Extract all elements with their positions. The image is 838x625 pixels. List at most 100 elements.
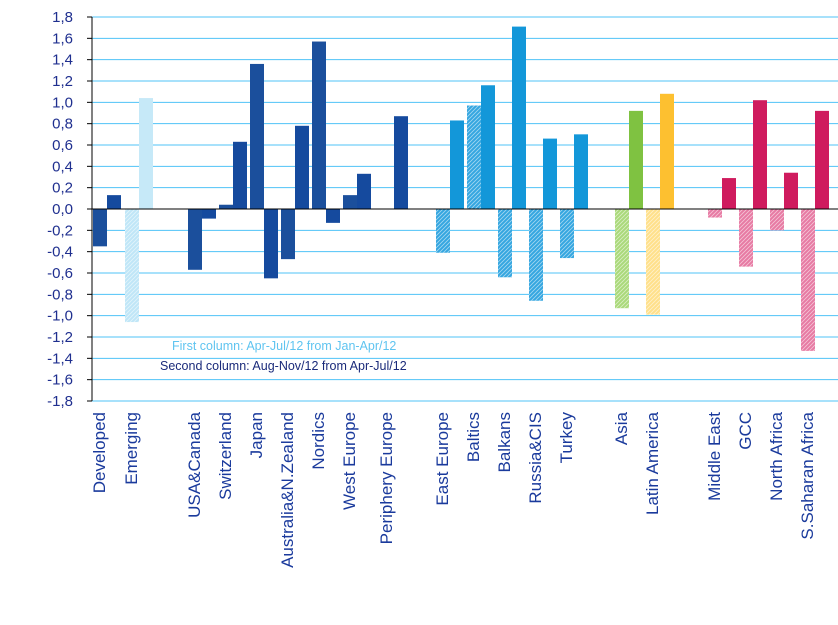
- bar: [815, 110, 829, 209]
- category-label-group: Japan: [247, 412, 266, 458]
- bar: [784, 172, 798, 209]
- y-tick-label: 0,4: [52, 158, 73, 175]
- category-label: Turkey: [557, 412, 576, 464]
- category-label: Middle East: [705, 412, 724, 501]
- category-label-group: Australia&N.Zealand: [278, 412, 297, 568]
- y-tick-label: 1,2: [52, 73, 73, 90]
- y-tick-label: -0,4: [47, 244, 73, 261]
- category-label: Nordics: [309, 412, 328, 470]
- category-label: Latin America: [643, 411, 662, 515]
- y-tick-label: -1,0: [47, 308, 73, 325]
- bar-hatch: [436, 209, 450, 253]
- category-label: Russia&CIS: [526, 412, 545, 504]
- y-tick-label: -0,6: [47, 265, 73, 282]
- category-label: Balkans: [495, 412, 514, 472]
- y-tick-labels: 1,8 1,6 1,4 1,2 1,0 0,8 0,6 0,4 0,2 0,0 -0,2 -0,4 -0…: [47, 9, 92, 410]
- category-label: Emerging: [122, 412, 141, 485]
- category-label-group: Nordics: [309, 412, 328, 470]
- category-label: S.Saharan Africa: [798, 411, 817, 539]
- y-tick-label: -1,8: [47, 393, 73, 410]
- category-label-group: Switzerland: [216, 412, 235, 500]
- bar: [722, 178, 736, 209]
- bar: [93, 209, 107, 247]
- bar-hatch: [739, 209, 753, 267]
- bar: [512, 26, 526, 209]
- y-tick-label: 0,0: [52, 201, 73, 218]
- bar: [753, 100, 767, 209]
- bar: [343, 195, 357, 209]
- first-column-note: First column: Apr-Jul/12 from Jan-Apr/12: [172, 339, 396, 353]
- y-tick-label: 1,6: [52, 30, 73, 47]
- bars: [93, 26, 829, 351]
- category-label: Periphery Europe: [377, 412, 396, 544]
- category-label: GCC: [736, 412, 755, 450]
- y-tick-label: 1,8: [52, 9, 73, 26]
- bar-hatch: [801, 209, 815, 351]
- bar: [233, 141, 247, 209]
- category-label: Asia: [612, 411, 631, 445]
- bar-hatch: [467, 105, 481, 209]
- category-label-group: USA&Canada: [185, 411, 204, 517]
- bar: [629, 110, 643, 209]
- category-label: West Europe: [340, 412, 359, 510]
- category-label-group: Latin America: [643, 411, 662, 515]
- category-label-group: Developed: [90, 412, 109, 493]
- category-label: Australia&N.Zealand: [278, 412, 297, 568]
- bar: [188, 209, 202, 270]
- y-tick-label: 0,6: [52, 137, 73, 154]
- category-label-group: North Africa: [767, 411, 786, 500]
- bar: [357, 173, 371, 209]
- category-label: Baltics: [464, 412, 483, 462]
- bar: [139, 98, 153, 209]
- category-label: North Africa: [767, 411, 786, 500]
- bar-hatch: [125, 209, 139, 323]
- category-label-group: Turkey: [557, 412, 576, 464]
- y-tick-label: -0,8: [47, 286, 73, 303]
- y-tick-label: 0,2: [52, 180, 73, 197]
- category-label-group: West Europe: [340, 412, 359, 510]
- category-label: Developed: [90, 412, 109, 493]
- y-tick-label: 0,8: [52, 116, 73, 133]
- bar-hatch: [529, 209, 543, 301]
- category-label-group: Periphery Europe: [377, 412, 396, 544]
- bar: [264, 209, 278, 279]
- bar: [312, 41, 326, 210]
- bar: [660, 93, 674, 209]
- category-labels: Developed Emerging USA&Canada Switzerland Ja…: [90, 411, 817, 567]
- category-label: Japan: [247, 412, 266, 458]
- bar: [281, 209, 295, 260]
- bar-hatch: [646, 209, 660, 315]
- bar: [481, 85, 495, 209]
- second-column-note: Second column: Aug-Nov/12 from Apr-Jul/1…: [160, 359, 407, 373]
- bar-hatch: [708, 209, 722, 218]
- y-tick-label: 1,4: [52, 52, 73, 69]
- bar-hatch: [770, 209, 784, 231]
- bar: [295, 125, 309, 209]
- category-label-group: Balkans: [495, 412, 514, 472]
- bar: [450, 120, 464, 209]
- category-label: East Europe: [433, 412, 452, 506]
- bar: [394, 116, 408, 209]
- bar: [202, 209, 216, 219]
- category-label-group: Emerging: [122, 412, 141, 485]
- category-label-group: Middle East: [705, 412, 724, 501]
- bar-hatch: [560, 209, 574, 259]
- bar: [250, 63, 264, 209]
- category-label-group: S.Saharan Africa: [798, 411, 817, 539]
- y-tick-label: -0,2: [47, 222, 73, 239]
- category-label-group: Asia: [612, 411, 631, 445]
- bar: [107, 195, 121, 209]
- bar-hatch: [615, 209, 629, 309]
- y-tick-label: 1,0: [52, 94, 73, 111]
- category-label-group: GCC: [736, 412, 755, 450]
- bar: [574, 134, 588, 209]
- y-tick-label: -1,6: [47, 372, 73, 389]
- category-label: Switzerland: [216, 412, 235, 500]
- category-label-group: East Europe: [433, 412, 452, 506]
- category-label-group: Baltics: [464, 412, 483, 462]
- y-tick-label: -1,2: [47, 329, 73, 346]
- bar: [543, 138, 557, 209]
- bar: [219, 204, 233, 209]
- bar: [326, 209, 340, 223]
